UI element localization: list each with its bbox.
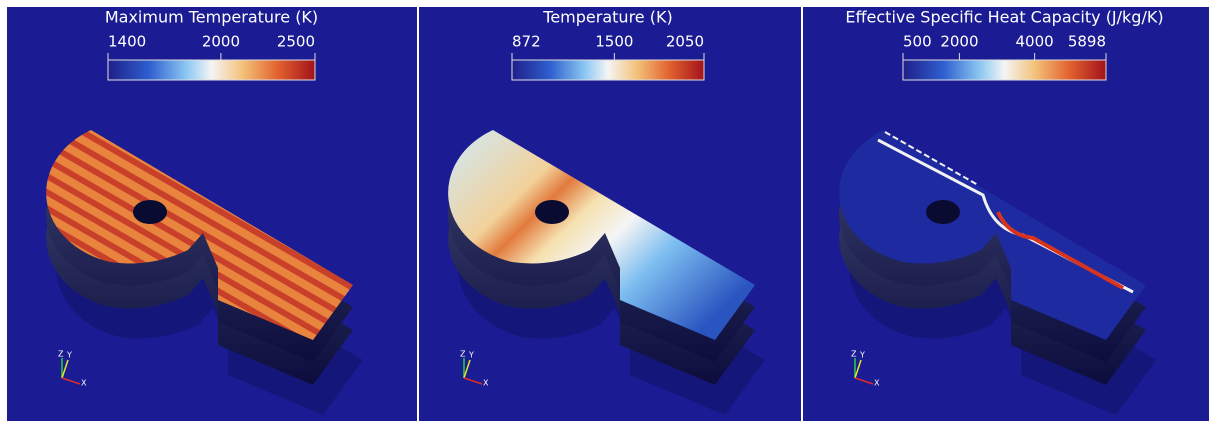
axis-label: Z [851,350,857,359]
page: Maximum Temperature (K)140020002500ZYXTe… [0,0,1209,423]
screenshot: Maximum Temperature (K)140020002500ZYXTe… [0,0,1209,423]
colorbar-tick-label: 5898 [1068,33,1106,51]
colorbar [108,60,315,80]
hole [535,200,569,224]
colorbar-tick-label: 872 [512,33,541,51]
colorbar-tick-label: 2500 [277,33,315,51]
axis-label: Z [58,350,64,359]
axis-label: Y [468,351,474,360]
colorbar-tick-label: 500 [903,33,932,51]
colorbar-tick-label: 4000 [1016,33,1054,51]
hole [926,200,960,224]
axis-label: X [81,379,87,388]
colorbar-tick-label: 2000 [202,33,240,51]
colorbar [903,60,1106,80]
colorbar-title: Effective Specific Heat Capacity (J/kg/K… [845,8,1163,27]
colorbar-title: Maximum Temperature (K) [105,8,318,27]
colorbar [512,60,704,80]
axis-label: X [483,379,489,388]
axis-label: Y [66,351,72,360]
axis-label: X [874,379,880,388]
axis-label: Z [460,350,466,359]
colorbar-tick-label: 1500 [595,33,633,51]
axis-label: Y [859,351,865,360]
colorbar-tick-label: 2000 [940,33,978,51]
colorbar-tick-label: 1400 [108,33,146,51]
hole [133,200,167,224]
colorbar-title: Temperature (K) [542,8,672,27]
colorbar-tick-label: 2050 [666,33,704,51]
